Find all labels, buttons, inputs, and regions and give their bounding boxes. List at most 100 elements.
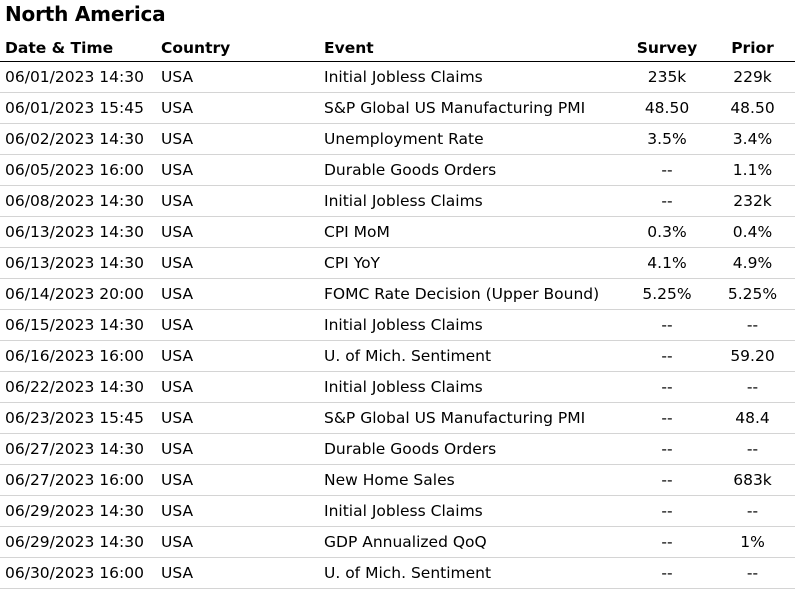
cell-country: USA xyxy=(161,154,324,186)
cell-survey: -- xyxy=(624,340,710,372)
cell-datetime: 06/30/2023 16:00 xyxy=(0,557,161,589)
cell-event: Initial Jobless Claims xyxy=(324,371,624,403)
table-body: 06/01/2023 14:30 USA Initial Jobless Claim… xyxy=(0,61,795,589)
cell-country: USA xyxy=(161,402,324,434)
table-row: 06/01/2023 14:30 USA Initial Jobless Claim… xyxy=(0,61,795,93)
cell-survey: -- xyxy=(624,371,710,403)
cell-event: U. of Mich. Sentiment xyxy=(324,557,624,589)
cell-country: USA xyxy=(161,340,324,372)
cell-survey: -- xyxy=(624,526,710,558)
cell-country: USA xyxy=(161,557,324,589)
cell-event: S&P Global US Manufacturing PMI xyxy=(324,402,624,434)
column-header-datetime: Date & Time xyxy=(0,34,161,62)
cell-prior: 1% xyxy=(710,526,795,558)
table-row: 06/05/2023 16:00 USA Durable Goods Orders -… xyxy=(0,154,795,186)
cell-event: FOMC Rate Decision (Upper Bound) xyxy=(324,278,624,310)
cell-datetime: 06/29/2023 14:30 xyxy=(0,495,161,527)
table-row: 06/13/2023 14:30 USA CPI YoY 4.1% 4.9% xyxy=(0,247,795,279)
cell-survey: -- xyxy=(624,557,710,589)
cell-country: USA xyxy=(161,185,324,217)
cell-survey: -- xyxy=(624,154,710,186)
header-row: Date & Time Country Event Survey Prior xyxy=(0,34,795,62)
table-row: 06/23/2023 15:45 USA S&P Global US Manufac… xyxy=(0,402,795,434)
column-header-survey: Survey xyxy=(624,34,710,62)
cell-prior: -- xyxy=(710,309,795,341)
cell-event: CPI MoM xyxy=(324,216,624,248)
column-header-event: Event xyxy=(324,34,624,62)
cell-prior: 5.25% xyxy=(710,278,795,310)
cell-country: USA xyxy=(161,123,324,155)
cell-datetime: 06/29/2023 14:30 xyxy=(0,526,161,558)
cell-prior: 683k xyxy=(710,464,795,496)
cell-country: USA xyxy=(161,309,324,341)
cell-datetime: 06/08/2023 14:30 xyxy=(0,185,161,217)
cell-survey: 0.3% xyxy=(624,216,710,248)
cell-survey: 48.50 xyxy=(624,92,710,124)
table-header: Date & Time Country Event Survey Prior xyxy=(0,34,795,62)
cell-datetime: 06/01/2023 15:45 xyxy=(0,92,161,124)
cell-datetime: 06/23/2023 15:45 xyxy=(0,402,161,434)
table-row: 06/22/2023 14:30 USA Initial Jobless Claim… xyxy=(0,371,795,403)
table-row: 06/14/2023 20:00 USA FOMC Rate Decision (U… xyxy=(0,278,795,310)
cell-event: U. of Mich. Sentiment xyxy=(324,340,624,372)
table-row: 06/02/2023 14:30 USA Unemployment Rate 3.5%… xyxy=(0,123,795,155)
cell-survey: 235k xyxy=(624,61,710,93)
economic-calendar-table: Date & Time Country Event Survey Prior 0… xyxy=(0,34,795,589)
cell-country: USA xyxy=(161,526,324,558)
cell-prior: 59.20 xyxy=(710,340,795,372)
cell-event: CPI YoY xyxy=(324,247,624,279)
cell-survey: 5.25% xyxy=(624,278,710,310)
cell-datetime: 06/13/2023 14:30 xyxy=(0,247,161,279)
table-row: 06/27/2023 14:30 USA Durable Goods Orders -… xyxy=(0,433,795,465)
cell-country: USA xyxy=(161,371,324,403)
table-row: 06/30/2023 16:00 USA U. of Mich. Sentiment… xyxy=(0,557,795,589)
table-row: 06/08/2023 14:30 USA Initial Jobless Claim… xyxy=(0,185,795,217)
table-row: 06/29/2023 14:30 USA GDP Annualized QoQ -- 1… xyxy=(0,526,795,558)
cell-survey: -- xyxy=(624,402,710,434)
section-title: North America xyxy=(5,2,166,26)
table-row: 06/01/2023 15:45 USA S&P Global US Manufac… xyxy=(0,92,795,124)
cell-datetime: 06/16/2023 16:00 xyxy=(0,340,161,372)
cell-country: USA xyxy=(161,433,324,465)
cell-prior: -- xyxy=(710,371,795,403)
cell-survey: 3.5% xyxy=(624,123,710,155)
column-header-country: Country xyxy=(161,34,324,62)
cell-country: USA xyxy=(161,464,324,496)
cell-survey: -- xyxy=(624,185,710,217)
cell-survey: -- xyxy=(624,495,710,527)
cell-event: Initial Jobless Claims xyxy=(324,61,624,93)
cell-datetime: 06/13/2023 14:30 xyxy=(0,216,161,248)
cell-datetime: 06/15/2023 14:30 xyxy=(0,309,161,341)
column-header-prior: Prior xyxy=(710,34,795,62)
cell-prior: 48.4 xyxy=(710,402,795,434)
cell-prior: 48.50 xyxy=(710,92,795,124)
cell-datetime: 06/22/2023 14:30 xyxy=(0,371,161,403)
cell-prior: 3.4% xyxy=(710,123,795,155)
table-row: 06/27/2023 16:00 USA New Home Sales -- 683k xyxy=(0,464,795,496)
cell-event: Durable Goods Orders xyxy=(324,154,624,186)
cell-event: New Home Sales xyxy=(324,464,624,496)
cell-country: USA xyxy=(161,247,324,279)
cell-prior: 4.9% xyxy=(710,247,795,279)
cell-survey: 4.1% xyxy=(624,247,710,279)
cell-prior: -- xyxy=(710,495,795,527)
cell-event: GDP Annualized QoQ xyxy=(324,526,624,558)
cell-country: USA xyxy=(161,278,324,310)
cell-event: S&P Global US Manufacturing PMI xyxy=(324,92,624,124)
cell-event: Durable Goods Orders xyxy=(324,433,624,465)
cell-survey: -- xyxy=(624,464,710,496)
cell-datetime: 06/14/2023 20:00 xyxy=(0,278,161,310)
cell-country: USA xyxy=(161,61,324,93)
table-row: 06/15/2023 14:30 USA Initial Jobless Claim… xyxy=(0,309,795,341)
table-row: 06/29/2023 14:30 USA Initial Jobless Claim… xyxy=(0,495,795,527)
cell-prior: -- xyxy=(710,557,795,589)
cell-event: Unemployment Rate xyxy=(324,123,624,155)
cell-datetime: 06/27/2023 14:30 xyxy=(0,433,161,465)
table-row: 06/16/2023 16:00 USA U. of Mich. Sentiment… xyxy=(0,340,795,372)
cell-event: Initial Jobless Claims xyxy=(324,309,624,341)
cell-country: USA xyxy=(161,495,324,527)
cell-datetime: 06/05/2023 16:00 xyxy=(0,154,161,186)
cell-country: USA xyxy=(161,216,324,248)
cell-survey: -- xyxy=(624,309,710,341)
cell-survey: -- xyxy=(624,433,710,465)
